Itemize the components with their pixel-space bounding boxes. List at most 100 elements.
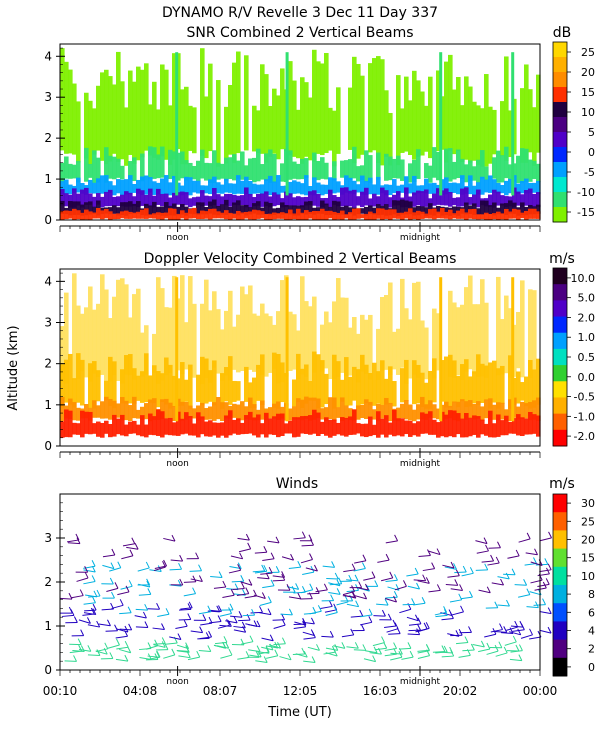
heatmap-cell bbox=[344, 205, 349, 215]
wind-barb bbox=[390, 656, 402, 661]
heatmap-cell bbox=[376, 411, 381, 438]
heatmap-cell bbox=[308, 97, 313, 161]
heatmap-cell bbox=[444, 188, 449, 206]
wind-barb bbox=[478, 648, 491, 653]
wind-barb bbox=[518, 594, 530, 598]
heatmap-cell bbox=[108, 398, 113, 420]
wind-barb-flag bbox=[546, 567, 550, 575]
heatmap-cell bbox=[164, 307, 169, 376]
wind-barb-flag bbox=[459, 584, 464, 591]
wind-barb-flag bbox=[269, 634, 274, 641]
plume bbox=[175, 277, 179, 422]
y-tick-label: 2 bbox=[44, 575, 52, 589]
heatmap-cell bbox=[128, 421, 133, 434]
wind-barb bbox=[537, 583, 550, 587]
heatmap-cell bbox=[328, 397, 333, 420]
wind-barb-flag bbox=[207, 605, 212, 612]
heatmap-cell bbox=[144, 208, 149, 219]
wind-barb bbox=[432, 650, 445, 653]
heatmap-cell bbox=[168, 417, 173, 436]
heatmap-cell bbox=[324, 162, 329, 180]
heatmap-cell bbox=[308, 201, 313, 214]
heatmap-cell bbox=[208, 201, 213, 214]
wind-barb-flag bbox=[223, 636, 228, 643]
heatmap-cell bbox=[288, 181, 293, 196]
wind-barb-flag bbox=[333, 649, 338, 657]
wind-barb-flag bbox=[109, 652, 114, 659]
time-tick-label: 00:00 bbox=[523, 684, 558, 698]
heatmap-cell bbox=[144, 424, 149, 438]
wind-barb bbox=[406, 616, 419, 622]
heatmap-cell bbox=[140, 69, 145, 158]
heatmap-cell bbox=[276, 353, 281, 409]
wind-barb bbox=[233, 629, 246, 633]
heatmap-cell bbox=[428, 203, 433, 215]
heatmap-cell bbox=[448, 192, 453, 207]
heatmap-cell bbox=[256, 201, 261, 215]
heatmap-cell bbox=[312, 177, 317, 196]
colorbar-swatch bbox=[553, 657, 567, 677]
wind-barb-flag bbox=[116, 638, 120, 646]
heatmap-cell bbox=[344, 175, 349, 193]
wind-barb-flag bbox=[86, 617, 91, 624]
wind-barb-flag bbox=[512, 635, 517, 643]
heatmap-cell bbox=[480, 419, 485, 435]
heatmap-cell bbox=[336, 422, 341, 435]
wind-barb-flag bbox=[287, 653, 292, 661]
wind-barb-flag bbox=[202, 614, 207, 621]
heatmap-cell bbox=[388, 197, 393, 208]
heatmap-cell bbox=[164, 357, 169, 405]
heatmap-cell bbox=[428, 76, 433, 159]
heatmap-cell bbox=[180, 418, 185, 435]
heatmap-cell bbox=[176, 53, 181, 150]
wind-barb-flag bbox=[270, 552, 275, 560]
wind-barb bbox=[363, 658, 376, 663]
wind-barb bbox=[83, 602, 96, 605]
wind-barb bbox=[231, 580, 244, 583]
heatmap-cell bbox=[404, 200, 409, 215]
y-tick-label: 2 bbox=[44, 357, 52, 371]
heatmap-cell bbox=[248, 158, 253, 180]
wind-barb-flag bbox=[237, 562, 242, 569]
heatmap-cell bbox=[64, 210, 69, 220]
y-tick-label: 4 bbox=[44, 274, 52, 288]
wind-barb-flag bbox=[110, 602, 115, 610]
wind-barb bbox=[288, 596, 301, 600]
wind-barb bbox=[109, 567, 121, 572]
wind-barb-flag bbox=[362, 644, 367, 651]
heatmap-cell bbox=[220, 373, 225, 409]
heatmap-cell bbox=[484, 302, 489, 378]
wind-barb-flag bbox=[464, 636, 469, 643]
heatmap-cell bbox=[204, 185, 209, 194]
colorbar-swatch bbox=[553, 72, 567, 88]
heatmap-cell bbox=[476, 304, 481, 377]
heatmap-cell bbox=[148, 205, 153, 215]
wind-barb-flag bbox=[425, 644, 430, 651]
wind-barb-flag bbox=[277, 642, 281, 649]
heatmap-cell bbox=[292, 161, 297, 179]
wind-barb bbox=[115, 658, 128, 662]
heatmap-cell bbox=[524, 403, 529, 419]
wind-barb bbox=[460, 596, 473, 600]
heatmap-cell bbox=[332, 161, 337, 181]
heatmap-cell bbox=[160, 193, 165, 207]
heatmap-cell bbox=[220, 422, 225, 436]
heatmap-cell bbox=[400, 212, 405, 220]
wind-barb-flag bbox=[91, 575, 96, 582]
heatmap-cell bbox=[292, 314, 297, 370]
heatmap-cell bbox=[296, 196, 301, 206]
wind-barb bbox=[486, 650, 499, 655]
wind-barb bbox=[66, 539, 80, 543]
heatmap-cell bbox=[144, 63, 149, 151]
heatmap-cell bbox=[460, 208, 465, 219]
wind-barb bbox=[122, 543, 135, 547]
wind-barb-flag bbox=[78, 644, 83, 652]
heatmap-cell bbox=[196, 412, 201, 438]
doppler-plot-area bbox=[60, 273, 541, 438]
wind-barb-flag bbox=[216, 605, 221, 613]
heatmap-cell bbox=[296, 181, 301, 194]
heatmap-cell bbox=[436, 313, 441, 371]
heatmap-cell bbox=[116, 418, 121, 435]
heatmap-cell bbox=[436, 205, 441, 214]
heatmap-cell bbox=[200, 303, 205, 385]
